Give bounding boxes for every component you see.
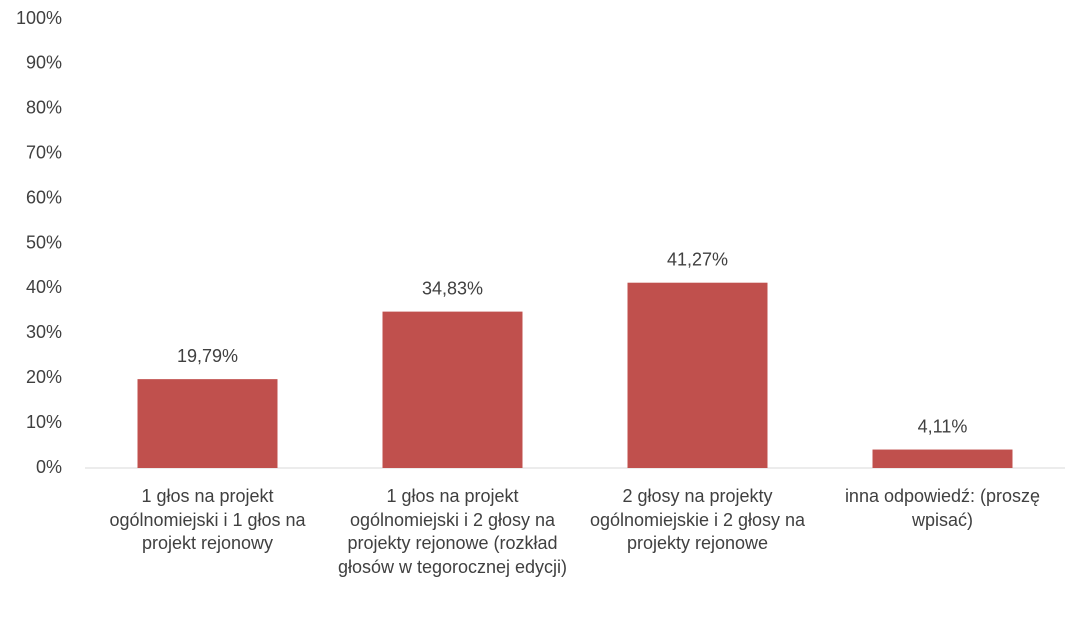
y-tick-label: 60% (26, 187, 62, 207)
y-tick-label: 90% (26, 53, 62, 73)
y-tick-label: 100% (16, 8, 62, 28)
y-tick-label: 10% (26, 412, 62, 432)
x-tick-label: inna odpowiedź: (proszę wpisać) (844, 486, 1041, 530)
data-label: 4,11% (918, 416, 968, 436)
x-tick-label: 1 głos na projekt ogólnomiejski i 1 głos… (109, 486, 306, 553)
bar (382, 311, 523, 468)
y-tick-label: 30% (26, 322, 62, 342)
x-tick-label: 1 głos na projekt ogólnomiejski i 2 głos… (337, 486, 568, 577)
y-tick-label: 40% (26, 277, 62, 297)
bar (627, 282, 768, 468)
data-label: 34,83% (422, 278, 483, 298)
data-label: 19,79% (177, 346, 238, 366)
bar (137, 379, 278, 468)
y-tick-label: 20% (26, 367, 62, 387)
y-tick-label: 50% (26, 232, 62, 252)
y-tick-label: 0% (36, 457, 62, 477)
x-tick-label: 2 głosy na projekty ogólnomiejskie i 2 g… (589, 486, 806, 553)
data-label: 41,27% (667, 249, 728, 269)
bar (872, 449, 1013, 468)
y-tick-label: 70% (26, 142, 62, 162)
y-tick-label: 80% (26, 98, 62, 118)
